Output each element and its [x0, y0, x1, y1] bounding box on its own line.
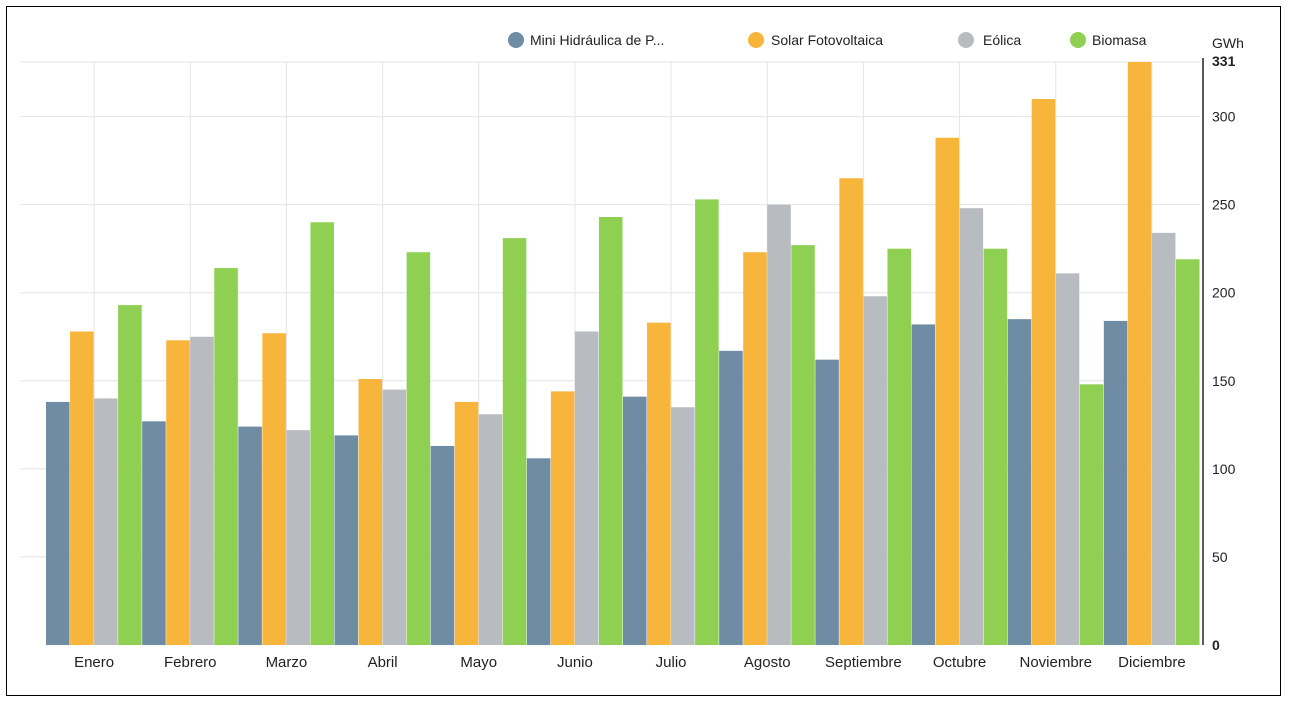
- bar[interactable]: [286, 430, 310, 645]
- bar[interactable]: [1031, 98, 1056, 645]
- bar[interactable]: [70, 331, 94, 645]
- bar[interactable]: [382, 389, 407, 645]
- bar[interactable]: [214, 268, 238, 645]
- bar[interactable]: [911, 324, 936, 645]
- x-tick-label: Septiembre: [825, 654, 902, 671]
- x-tick-label: Mayo: [460, 654, 497, 671]
- legend: Mini Hidráulica de P... Solar Fotovoltaic…: [508, 32, 1147, 48]
- bar[interactable]: [118, 305, 142, 645]
- bar[interactable]: [1079, 384, 1104, 645]
- bar[interactable]: [190, 336, 214, 645]
- legend-marker[interactable]: [748, 32, 764, 48]
- bar[interactable]: [767, 204, 791, 646]
- x-tick-label: Enero: [74, 654, 114, 671]
- y-tick-label: 100: [1212, 461, 1236, 477]
- y-tick-label: 250: [1212, 197, 1236, 213]
- bar[interactable]: [46, 401, 70, 645]
- x-tick-label: Julio: [656, 654, 687, 671]
- bar[interactable]: [142, 421, 166, 645]
- bars: [46, 62, 1200, 646]
- bar[interactable]: [1103, 320, 1128, 645]
- bar[interactable]: [1127, 62, 1152, 645]
- bar[interactable]: [310, 222, 334, 646]
- y-tick-label: 200: [1212, 285, 1236, 301]
- y-axis: GWh 0 50 100 150 200 250 300 331: [1202, 35, 1244, 653]
- bar[interactable]: [983, 248, 1008, 645]
- x-tick-label: Marzo: [266, 654, 308, 671]
- x-tick-label: Octubre: [933, 654, 986, 671]
- bar[interactable]: [839, 178, 863, 645]
- bar[interactable]: [166, 340, 190, 645]
- legend-label[interactable]: Eólica: [983, 32, 1021, 48]
- x-tick-label: Noviembre: [1019, 654, 1092, 671]
- bar[interactable]: [358, 379, 383, 645]
- x-tick-label: Junio: [557, 654, 593, 671]
- bar[interactable]: [430, 445, 455, 645]
- legend-marker[interactable]: [1070, 32, 1086, 48]
- legend-label[interactable]: Solar Fotovoltaica: [771, 32, 883, 48]
- bar[interactable]: [719, 350, 743, 645]
- bar[interactable]: [574, 331, 599, 645]
- bar[interactable]: [454, 401, 479, 645]
- bar[interactable]: [935, 137, 960, 645]
- legend-label[interactable]: Mini Hidráulica de P...: [530, 32, 664, 48]
- bar[interactable]: [1151, 232, 1176, 645]
- x-tick-label: Diciembre: [1118, 654, 1186, 671]
- bar[interactable]: [1007, 319, 1032, 645]
- x-tick-label: Abril: [368, 654, 398, 671]
- bar[interactable]: [598, 216, 623, 645]
- bar[interactable]: [94, 398, 118, 645]
- bar[interactable]: [623, 396, 647, 645]
- bar[interactable]: [478, 414, 503, 645]
- bar[interactable]: [1055, 273, 1080, 645]
- legend-marker[interactable]: [508, 32, 524, 48]
- legend-marker[interactable]: [958, 32, 974, 48]
- legend-label[interactable]: Biomasa: [1092, 32, 1147, 48]
- bar[interactable]: [526, 458, 551, 645]
- bar[interactable]: [406, 252, 431, 645]
- x-axis: Enero Febrero Marzo Abril Mayo Junio Julio Agos…: [74, 654, 1186, 671]
- bar[interactable]: [695, 199, 719, 646]
- y-tick-label: 0: [1212, 637, 1220, 653]
- bar[interactable]: [238, 426, 262, 645]
- x-tick-label: Febrero: [164, 654, 217, 671]
- bar[interactable]: [502, 238, 527, 645]
- bar[interactable]: [647, 322, 671, 645]
- y-tick-label: 331: [1212, 53, 1236, 69]
- bar[interactable]: [887, 248, 911, 645]
- y-tick-label: 150: [1212, 373, 1236, 389]
- bar[interactable]: [815, 359, 839, 645]
- bar[interactable]: [959, 208, 984, 645]
- bar[interactable]: [791, 245, 815, 645]
- bar[interactable]: [1175, 259, 1200, 645]
- y-tick-label: 300: [1212, 109, 1236, 125]
- y-axis-unit-label: GWh: [1212, 35, 1244, 51]
- bar[interactable]: [550, 391, 575, 645]
- bar[interactable]: [262, 333, 286, 645]
- bar[interactable]: [743, 252, 767, 645]
- bar[interactable]: [334, 435, 359, 645]
- bar[interactable]: [863, 296, 887, 645]
- bar[interactable]: [671, 407, 695, 645]
- y-tick-label: 50: [1212, 549, 1228, 565]
- x-tick-label: Agosto: [744, 654, 791, 671]
